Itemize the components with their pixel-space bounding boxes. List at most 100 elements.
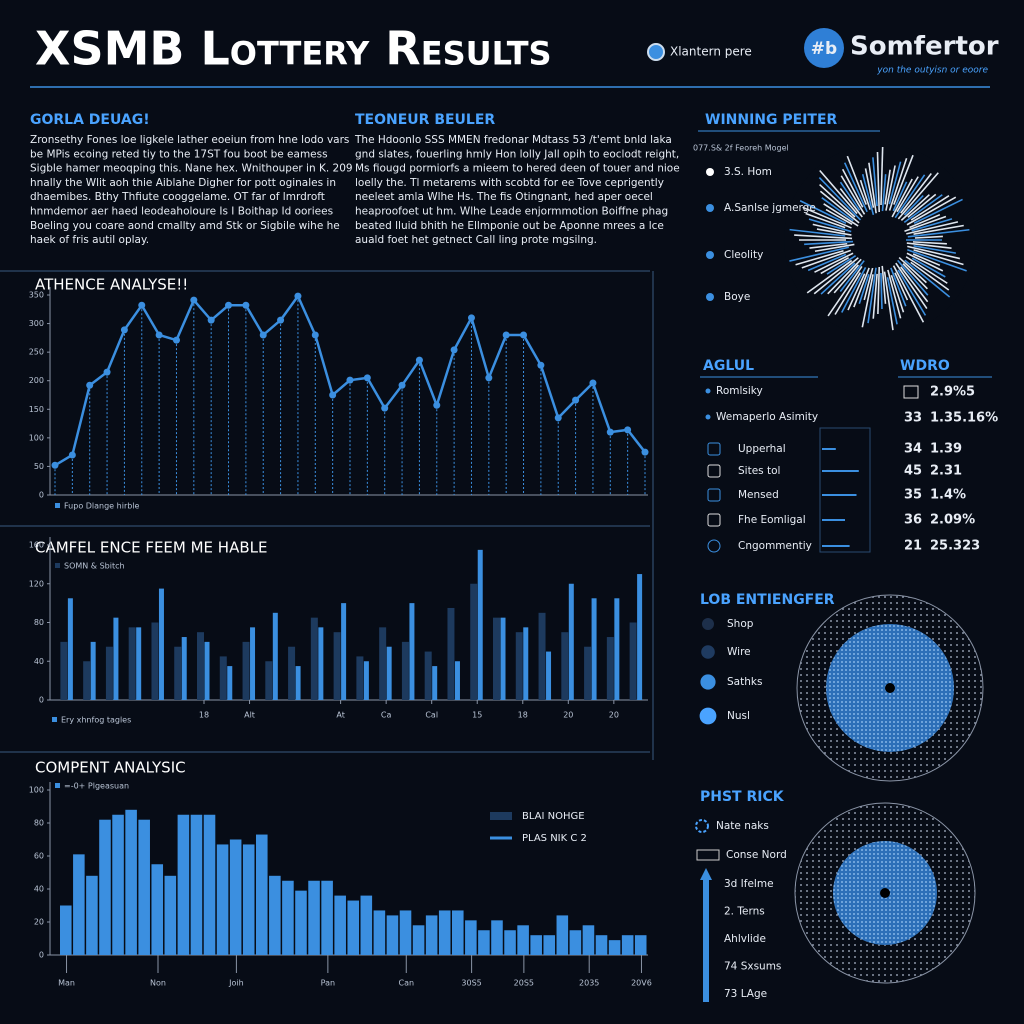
burst-ray bbox=[789, 228, 846, 237]
bar bbox=[250, 627, 256, 700]
point bbox=[624, 426, 632, 434]
ring-icon bbox=[695, 819, 709, 833]
burst-ray bbox=[914, 235, 943, 239]
paragraph-line: Sigble hamer meoqping this. Nane hex. Wn… bbox=[30, 163, 353, 175]
burst-ray bbox=[887, 269, 902, 319]
bullet bbox=[706, 168, 714, 176]
burst-ray bbox=[900, 194, 930, 221]
section-heading: LOB ENTIENGFER bbox=[700, 592, 835, 608]
bar bbox=[158, 588, 164, 700]
y-tick-label: 80 bbox=[34, 819, 44, 828]
dot-center bbox=[885, 683, 895, 693]
y-tick-label: 80 bbox=[34, 618, 44, 627]
bar bbox=[504, 930, 516, 955]
burst-ray bbox=[913, 224, 964, 235]
y-tick-label: 250 bbox=[29, 348, 44, 357]
bar bbox=[477, 549, 483, 700]
bar bbox=[138, 819, 150, 955]
bar bbox=[203, 814, 216, 955]
burst-ray bbox=[907, 248, 967, 272]
point bbox=[467, 314, 475, 322]
bullet bbox=[701, 645, 715, 659]
annotation-key bbox=[490, 812, 512, 820]
point bbox=[329, 391, 337, 399]
legend-swatch bbox=[55, 503, 60, 508]
bar bbox=[491, 920, 503, 955]
step: 74 Sxsums bbox=[724, 961, 781, 973]
burst-ray bbox=[912, 253, 941, 267]
chart-title: COMPENT ANALYSIC bbox=[35, 759, 186, 777]
y-tick-label: 40 bbox=[34, 885, 44, 894]
row-number: 36 bbox=[904, 513, 922, 528]
burst-ray bbox=[885, 165, 896, 211]
burst-ray bbox=[834, 272, 862, 315]
burst-ray bbox=[827, 265, 863, 317]
y-tick-label: 350 bbox=[29, 291, 44, 300]
list-item: Romlsiky bbox=[716, 385, 763, 397]
x-tick-label: 20S5 bbox=[514, 979, 534, 988]
burst-ray bbox=[876, 152, 881, 213]
legend-item: Boye bbox=[724, 291, 750, 303]
burst-ray bbox=[907, 193, 937, 218]
burst-ray bbox=[820, 262, 856, 295]
burst-ray bbox=[868, 162, 877, 214]
burst-ray bbox=[891, 178, 913, 218]
burst-ray bbox=[819, 190, 860, 224]
bar bbox=[333, 632, 341, 700]
bar bbox=[561, 632, 569, 700]
legend-item: 3.S. Hom bbox=[724, 166, 772, 178]
x-tick-label: 18 bbox=[518, 711, 528, 720]
burst-ray bbox=[913, 245, 957, 254]
bullet bbox=[706, 204, 714, 212]
burst-ray bbox=[877, 266, 881, 314]
section-heading: WDRO bbox=[900, 358, 950, 374]
bar bbox=[334, 895, 346, 955]
burst-ray bbox=[888, 161, 902, 205]
bar bbox=[538, 612, 546, 700]
bar bbox=[621, 935, 634, 955]
value: 2.31 bbox=[930, 464, 962, 479]
bar bbox=[634, 935, 647, 955]
intro-heading: TEONEUR BEULER bbox=[355, 112, 495, 128]
bar bbox=[360, 895, 373, 955]
row-number: 21 bbox=[904, 539, 922, 554]
burst-ray bbox=[858, 273, 870, 304]
bar bbox=[204, 641, 210, 700]
logo-mark: #b bbox=[811, 39, 837, 59]
value-icon bbox=[903, 385, 919, 399]
burst-ray bbox=[818, 177, 862, 221]
burst-ray bbox=[861, 274, 874, 328]
burst-ray bbox=[867, 267, 877, 324]
bar bbox=[272, 612, 278, 700]
burst-ray bbox=[906, 242, 952, 250]
point bbox=[311, 331, 319, 339]
burst-ray bbox=[892, 265, 925, 323]
burst-ray bbox=[805, 212, 846, 229]
burst-ray bbox=[806, 259, 853, 294]
burst-ray bbox=[839, 188, 863, 218]
burst-ray bbox=[802, 206, 852, 229]
bar bbox=[242, 641, 250, 700]
burst-ray bbox=[897, 172, 939, 220]
logo-icon bbox=[804, 28, 844, 68]
legend-item: Cleolity bbox=[724, 249, 763, 261]
burst-ray bbox=[847, 273, 866, 311]
point bbox=[103, 368, 111, 376]
page-title: XSMB Lottery Results bbox=[35, 22, 552, 76]
point bbox=[346, 376, 354, 384]
bar bbox=[128, 627, 136, 700]
x-tick-label: Joih bbox=[228, 979, 244, 988]
point bbox=[485, 374, 493, 382]
burst-ray bbox=[840, 175, 866, 215]
bar bbox=[379, 627, 387, 700]
step: 73 LAge bbox=[724, 988, 767, 1000]
burst-ray bbox=[814, 252, 854, 273]
burst-ray bbox=[892, 181, 908, 212]
brand: Somfertor bbox=[850, 32, 999, 62]
burst-ray bbox=[900, 172, 932, 214]
burst-ray bbox=[795, 249, 844, 266]
bar bbox=[347, 900, 360, 955]
burst-ray bbox=[833, 264, 859, 294]
bar bbox=[606, 637, 614, 700]
x-tick-label: Man bbox=[58, 979, 75, 988]
